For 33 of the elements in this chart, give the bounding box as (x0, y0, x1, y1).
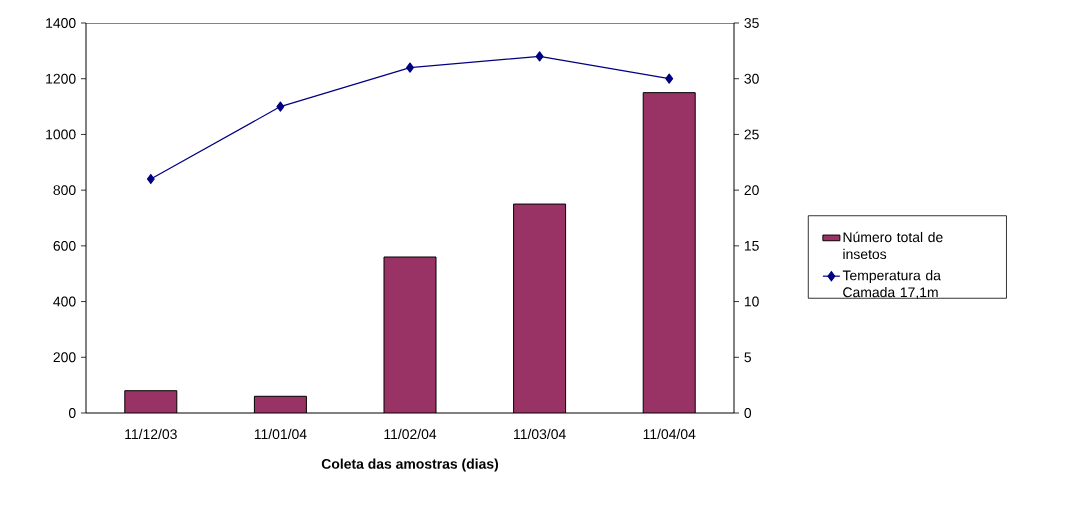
point (406, 62, 414, 73)
legend-label: Número total de insetos (843, 231, 943, 260)
x-tick-label: 11/01/04 (254, 428, 307, 440)
y2-tick-label: 30 (744, 73, 759, 84)
point (665, 73, 674, 84)
y-tick-label: 1400 (46, 18, 76, 28)
y-tick-label: 600 (53, 240, 76, 251)
x-axis-title: Coleta das amostras (dias) (321, 458, 499, 472)
x-tick-label: 11/04/04 (643, 428, 696, 440)
y2-tick-label: 0 (744, 408, 752, 418)
point (535, 51, 544, 62)
y-tick-label: 1200 (46, 73, 76, 84)
y2-tick-label: 35 (744, 18, 759, 28)
bar (384, 257, 436, 413)
bar (513, 204, 566, 413)
y-tick-label: 800 (53, 185, 76, 196)
y2-tick-label: 15 (744, 240, 759, 251)
y-tick-label: 400 (53, 296, 76, 307)
y2-tick-label: 5 (744, 352, 752, 363)
y2-tick-label: 10 (744, 296, 759, 307)
bar (124, 390, 177, 413)
y-tick-label: 0 (68, 408, 76, 418)
y-tick-label: 1000 (46, 129, 76, 140)
y-tick-label: 200 (53, 352, 76, 363)
legend-label: Temperatura da Camada 17,1m (842, 270, 941, 299)
x-tick-label: 11/03/04 (514, 428, 566, 440)
point (276, 101, 285, 112)
bar (642, 92, 696, 413)
x-tick-label: 11/02/04 (384, 428, 437, 440)
y2-tick-label: 25 (744, 129, 759, 140)
point (146, 173, 155, 185)
y2-tick-label: 20 (744, 185, 759, 196)
x-tick-label: 11/12/03 (125, 428, 177, 440)
